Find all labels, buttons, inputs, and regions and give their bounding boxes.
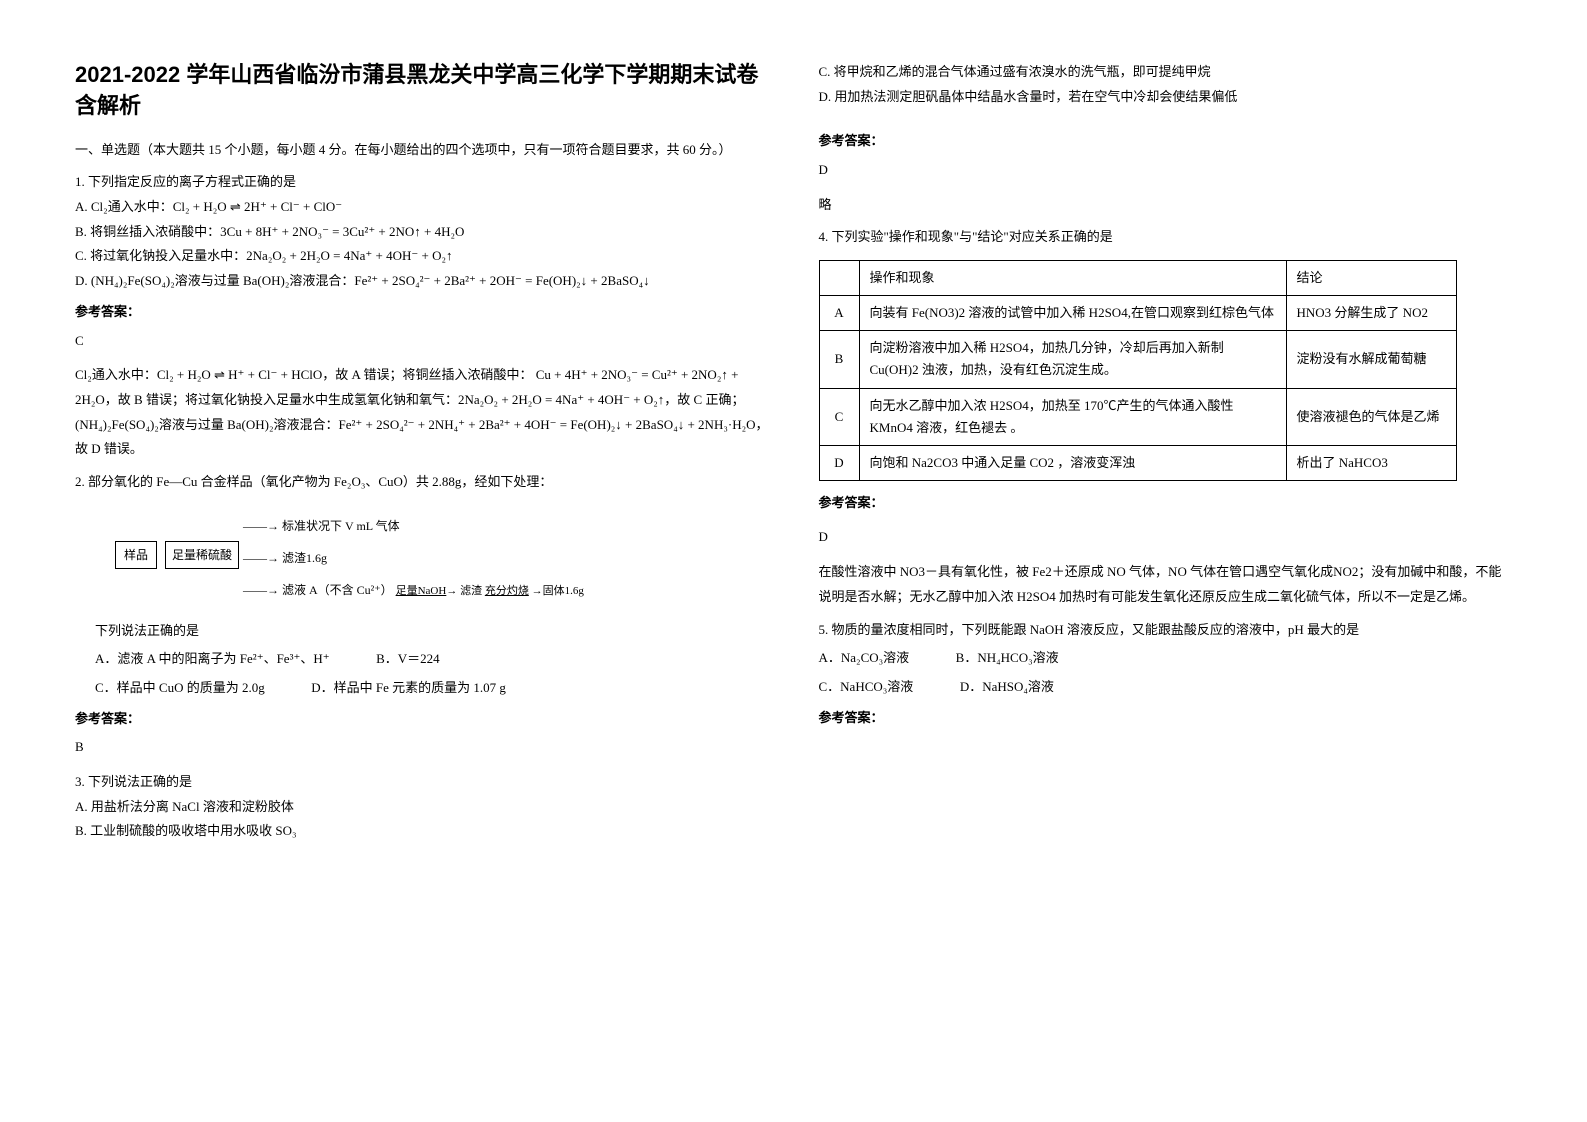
q5-answer-label: 参考答案： xyxy=(819,706,1513,731)
q1-answer: C xyxy=(75,329,769,354)
q1-option-b: B. 将铜丝插入浓硝酸中：3Cu + 8H⁺ + 2NO₃⁻ = 3Cu²⁺ +… xyxy=(75,220,769,245)
q3-brief: 略 xyxy=(819,193,1513,218)
q3-option-b: B. 工业制硫酸的吸收塔中用水吸收 SO₃ xyxy=(75,819,769,844)
q1-answer-label: 参考答案： xyxy=(75,300,769,325)
diagram-arrow-filtrate: ——→ 滤液 A（不含 Cu²⁺） 足量NaOH→ 滤渣 充分灼烧 →固体1.6… xyxy=(243,579,584,602)
question-4: 4. 下列实验"操作和现象"与"结论"对应关系正确的是 操作和现象 结论 A 向… xyxy=(819,225,1513,609)
q1-explanation: Cl₂通入水中：Cl₂ + H₂O ⇌ H⁺ + Cl⁻ + HClO，故 A … xyxy=(75,363,769,462)
q3-stem: 3. 下列说法正确的是 xyxy=(75,770,769,795)
q2-substем: 下列说法正确的是 xyxy=(95,619,769,644)
q2-option-d: D．样品中 Fe 元素的质量为 1.07 g xyxy=(311,680,506,695)
q2-option-a: A．滤液 A 中的阳离子为 Fe²⁺、Fe³⁺、H⁺ xyxy=(95,651,330,666)
q2-option-c: C．样品中 CuO 的质量为 2.0g xyxy=(95,680,265,695)
question-2: 2. 部分氧化的 Fe—Cu 合金样品（氧化产物为 Fe₂O₃、CuO）共 2.… xyxy=(75,470,769,760)
table-header-row: 操作和现象 结论 xyxy=(819,261,1456,296)
q5-stem: 5. 物质的量浓度相同时，下列既能跟 NaOH 溶液反应，又能跟盐酸反应的溶液中… xyxy=(819,618,1513,643)
section-instructions: 一、单选题（本大题共 15 个小题，每小题 4 分。在每小题给出的四个选项中，只… xyxy=(75,140,769,161)
table-row: D 向饱和 Na2CO3 中通入足量 CO2 ，溶液变浑浊 析出了 NaHCO3 xyxy=(819,445,1456,480)
question-5: 5. 物质的量浓度相同时，下列既能跟 NaOH 溶液反应，又能跟盐酸反应的溶液中… xyxy=(819,618,1513,731)
q4-stem: 4. 下列实验"操作和现象"与"结论"对应关系正确的是 xyxy=(819,225,1513,250)
q5-option-c: C．NaHCO₃溶液 xyxy=(819,679,914,694)
table-row: B 向淀粉溶液中加入稀 H2SO4，加热几分钟，冷却后再加入新制 Cu(OH)2… xyxy=(819,331,1456,388)
q4-explanation: 在酸性溶液中 NO3－具有氧化性，被 Fe2＋还原成 NO 气体，NO 气体在管… xyxy=(819,560,1513,609)
q4-answer: D xyxy=(819,525,1513,550)
table-row: A 向装有 Fe(NO3)2 溶液的试管中加入稀 H2SO4,在管口观察到红棕色… xyxy=(819,296,1456,331)
q3-option-c: C. 将甲烷和乙烯的混合气体通过盛有浓溴水的洗气瓶，即可提纯甲烷 xyxy=(819,60,1513,85)
q4-answer-label: 参考答案： xyxy=(819,491,1513,516)
th-operation: 操作和现象 xyxy=(859,261,1286,296)
question-1: 1. 下列指定反应的离子方程式正确的是 A. Cl₂通入水中：Cl₂ + H₂O… xyxy=(75,170,769,462)
diagram-sample-box: 样品 xyxy=(115,541,157,570)
diagram-arrow-gas: ——→ 标准状况下 V mL 气体 xyxy=(243,515,400,538)
left-column: 2021-2022 学年山西省临汾市蒲县黑龙关中学高三化学下学期期末试卷含解析 … xyxy=(50,60,794,1082)
q3-option-d: D. 用加热法测定胆矾晶体中结晶水含量时，若在空气中冷却会使结果偏低 xyxy=(819,85,1513,110)
q3-answer-label: 参考答案： xyxy=(819,129,1513,154)
diagram-acid-box: 足量稀硫酸 xyxy=(165,541,239,570)
q4-table: 操作和现象 结论 A 向装有 Fe(NO3)2 溶液的试管中加入稀 H2SO4,… xyxy=(819,260,1457,481)
q1-stem: 1. 下列指定反应的离子方程式正确的是 xyxy=(75,170,769,195)
th-conclusion: 结论 xyxy=(1286,261,1456,296)
table-row: C 向无水乙醇中加入浓 H2SO4，加热至 170℃产生的气体通入酸性 KMnO… xyxy=(819,388,1456,445)
exam-title: 2021-2022 学年山西省临汾市蒲县黑龙关中学高三化学下学期期末试卷含解析 xyxy=(75,60,769,122)
question-3-part1: 3. 下列说法正确的是 A. 用盐析法分离 NaCl 溶液和淀粉胶体 B. 工业… xyxy=(75,770,769,844)
diagram-arrow-residue: ——→ 滤渣1.6g xyxy=(243,547,327,570)
q1-option-a: A. Cl₂通入水中：Cl₂ + H₂O ⇌ 2H⁺ + Cl⁻ + ClO⁻ xyxy=(75,195,769,220)
q2-answer-label: 参考答案： xyxy=(75,707,769,732)
q1-option-d: D. (NH₄)₂Fe(SO₄)₂溶液与过量 Ba(OH)₂溶液混合：Fe²⁺ … xyxy=(75,269,769,294)
q5-option-d: D．NaHSO₄溶液 xyxy=(960,679,1054,694)
question-3-part2: C. 将甲烷和乙烯的混合气体通过盛有浓溴水的洗气瓶，即可提纯甲烷 D. 用加热法… xyxy=(819,60,1513,217)
q5-option-b: B．NH₄HCO₃溶液 xyxy=(956,650,1059,665)
q2-option-b: B．V＝224 xyxy=(376,651,440,666)
q2-flow-diagram: 样品 足量稀硫酸 ——→ 标准状况下 V mL 气体 ——→ 滤渣1.6g ——… xyxy=(115,507,769,607)
right-column: C. 将甲烷和乙烯的混合气体通过盛有浓溴水的洗气瓶，即可提纯甲烷 D. 用加热法… xyxy=(794,60,1538,1082)
q2-stem: 2. 部分氧化的 Fe—Cu 合金样品（氧化产物为 Fe₂O₃、CuO）共 2.… xyxy=(75,470,769,495)
q2-answer: B xyxy=(75,735,769,760)
q3-answer: D xyxy=(819,158,1513,183)
q3-option-a: A. 用盐析法分离 NaCl 溶液和淀粉胶体 xyxy=(75,795,769,820)
q5-option-a: A．Na₂CO₃溶液 xyxy=(819,650,910,665)
q1-option-c: C. 将过氧化钠投入足量水中：2Na₂O₂ + 2H₂O = 4Na⁺ + 4O… xyxy=(75,244,769,269)
